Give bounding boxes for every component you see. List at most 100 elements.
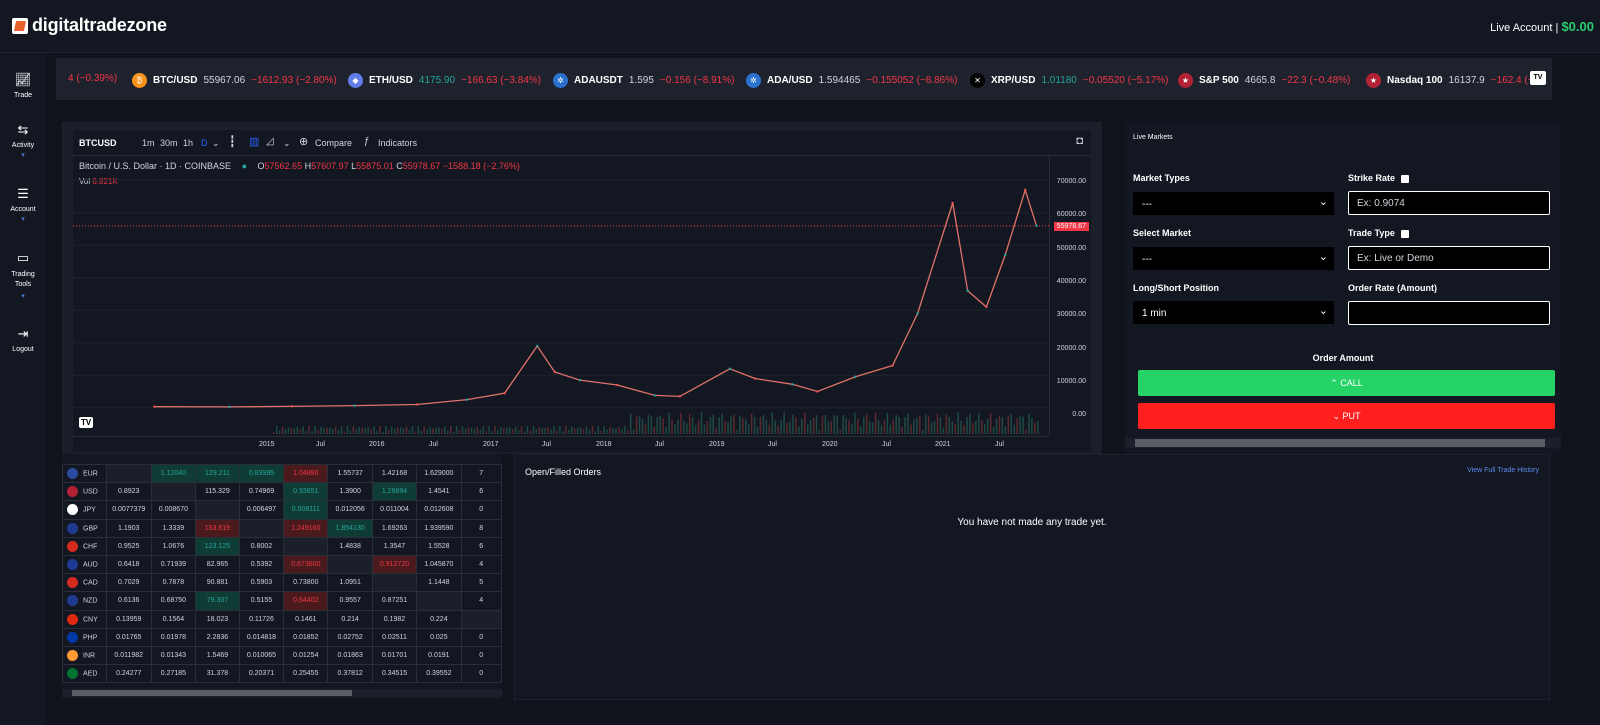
chevron-down-icon[interactable]: ⌄ [283,138,291,148]
strike-rate-checkbox[interactable] [1401,174,1410,183]
rate-cell[interactable] [327,554,373,575]
compare-icon[interactable]: ⊕ [299,136,309,148]
rate-cell[interactable]: 0.01343 [150,645,197,666]
rate-cell[interactable] [371,573,418,593]
rate-cell[interactable]: 0.6136 [105,591,152,611]
rate-cell[interactable]: 0.11726 [238,609,285,629]
rate-cell[interactable] [195,500,240,520]
ticker-item[interactable]: ✕ XRP/USD 1.01180 −0.05520 (−5.17%) [970,73,1168,88]
rate-cell[interactable]: 1.26894 [371,482,418,502]
indicators-button[interactable]: Indicators [378,138,418,148]
scrollbar-thumb[interactable] [72,690,352,696]
ticker-item[interactable]: ★ Nasdaq 100 16137.9 −162.4 (−1 [1366,73,1539,88]
rate-cell[interactable]: 0.008111 [283,500,329,520]
rate-cell[interactable]: 0.01852 [283,627,329,647]
rate-cell[interactable]: 0.9525 [105,536,152,556]
call-button[interactable]: ⌃ CALL [1138,370,1555,396]
rate-cell[interactable]: 1.4838 [327,536,373,556]
rate-cell[interactable]: 0.1461 [283,609,329,629]
rate-cell[interactable]: 0.1564 [150,609,197,629]
ticker-item[interactable]: ₿ BTC/USD 55967.06 −1612.93 (−2.80%) [132,73,337,88]
rate-cell[interactable]: 0.83995 [238,463,285,484]
rate-cell[interactable] [238,518,285,538]
bars-style-icon[interactable]: ┇ [229,136,236,148]
rate-cell[interactable]: 0.39552 [416,664,462,684]
rate-cell[interactable]: 0.71939 [150,554,197,575]
rate-cell[interactable]: 1.55737 [327,463,373,484]
rate-cell[interactable]: 0.24277 [105,664,152,684]
rate-cell[interactable]: 153.819 [195,518,240,538]
rate-cell[interactable]: 4 [460,554,502,575]
rate-cell[interactable]: 0.27185 [150,664,197,684]
select-market-select[interactable]: --- [1133,247,1334,270]
rate-cell[interactable]: 0.64402 [283,591,329,611]
rate-cell[interactable]: 6 [460,536,502,556]
rate-cell[interactable]: 0.13959 [105,609,152,629]
rate-cell[interactable]: 0.01765 [105,627,152,647]
time-axis[interactable]: 2015 Jul 2016 Jul 2017 Jul 2018 Jul 2019… [73,436,1049,452]
rate-cell[interactable]: 1.3339 [150,518,197,538]
rate-cell[interactable]: 0 [460,664,502,684]
tradingview-logo-icon[interactable]: TV [1530,71,1546,85]
rate-cell[interactable]: 0.7878 [150,573,197,593]
rate-cell[interactable]: 0.02511 [371,627,418,647]
interval-1h[interactable]: 1h [183,138,194,148]
chevron-down-icon[interactable]: ⌄ [212,138,220,148]
sidebar-item-trading-tools[interactable]: ▭ Trading Tools ▾ [0,250,46,300]
horizontal-scrollbar[interactable] [62,689,502,697]
rate-cell[interactable] [283,536,329,556]
rate-cell[interactable]: 0.37812 [327,664,373,684]
brand-logo[interactable]: digitaltradezone [12,15,167,36]
rate-cell[interactable]: 1.69263 [371,518,418,538]
rate-cell[interactable]: 1.3900 [327,482,373,502]
rate-cell[interactable]: 1.629000 [416,463,462,484]
rate-cell[interactable]: 0.224 [416,609,462,629]
rate-cell[interactable]: 1.249160 [283,518,329,538]
indicators-icon[interactable]: ƒ [364,136,370,147]
rate-cell[interactable]: 0.20371 [238,664,285,684]
rate-cell[interactable]: 0.01978 [150,627,197,647]
rate-cell[interactable]: 1.0676 [150,536,197,556]
rate-cell[interactable]: 0.01254 [283,645,329,666]
ticker-tape[interactable]: 4 (−0.39%) ₿ BTC/USD 55967.06 −1612.93 (… [56,58,1552,100]
rate-cell[interactable]: 0 [460,627,502,647]
chart-plot[interactable] [73,156,1049,436]
area-style-icon[interactable]: ◿ [266,136,274,147]
rate-cell[interactable]: 0.012608 [416,500,462,520]
trade-type-input[interactable]: Ex: Live or Demo [1348,246,1550,270]
rate-cell[interactable]: 129.211 [195,463,240,484]
rate-cell[interactable]: 115.329 [195,482,240,502]
rate-cell[interactable]: 1.3547 [371,536,418,556]
sidebar-item-activity[interactable]: ⇆ Activity ▾ [0,122,46,159]
interval-1m[interactable]: 1m [142,138,155,148]
rate-cell[interactable]: 0.5392 [238,554,285,575]
horizontal-scrollbar[interactable] [1125,438,1561,448]
rate-cell[interactable]: 0.012056 [327,500,373,520]
rate-cell[interactable]: 0.1982 [371,609,418,629]
camera-icon[interactable]: ◘ [1076,135,1083,147]
ticker-item[interactable]: ★ S&P 500 4665.8 −22.3 (−0.48%) [1178,73,1350,88]
rate-cell[interactable]: 0.0191 [416,645,462,666]
rate-cell[interactable]: 0.93651 [283,482,329,502]
rate-cell[interactable]: 2.2836 [195,627,240,647]
rate-cell[interactable]: 0.02752 [327,627,373,647]
rate-cell[interactable]: 0.5903 [238,573,285,593]
sidebar-item-logout[interactable]: ⇥ Logout [0,326,46,353]
rate-cell[interactable]: 1.045870 [416,554,462,575]
rate-cell[interactable]: 1.1448 [416,573,462,593]
rate-cell[interactable]: 0.008670 [150,500,197,520]
rate-cell[interactable]: 0.014818 [238,627,285,647]
rate-cell[interactable]: 79.307 [195,591,240,611]
forex-cross-rates[interactable]: EUR 1.12040 129.211 0.83995 1.04890 1.55737 1.… [62,454,502,699]
rate-cell[interactable]: 90.881 [195,573,240,593]
scrollbar-thumb[interactable] [1135,439,1545,447]
rate-cell[interactable]: 1.04890 [283,463,329,484]
rate-cell[interactable]: 6 [460,482,502,502]
tradingview-logo-icon[interactable]: TV [79,417,94,428]
rate-cell[interactable]: 0.68750 [150,591,197,611]
rate-cell[interactable]: 1.0951 [327,573,373,593]
ticker-item[interactable]: ✲ ADA/USD 1.594465 −0.155052 (−8.86%) [746,73,957,88]
ticker-item[interactable]: ◆ ETH/USD 4175.90 −166.63 (−3.84%) [348,73,541,88]
rate-cell[interactable]: 1.4541 [416,482,462,502]
rate-cell[interactable]: 0.214 [327,609,373,629]
